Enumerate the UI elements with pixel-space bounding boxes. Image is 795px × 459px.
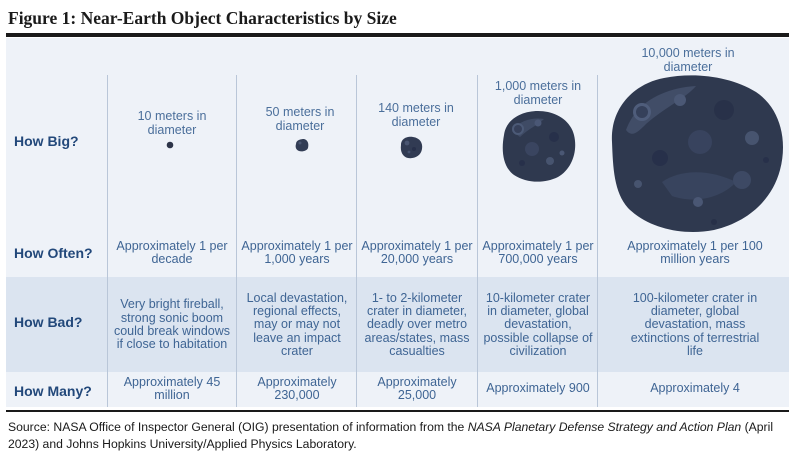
how-often-140m: Approximately 1 per 20,000 years — [361, 238, 473, 266]
how-many-50m: Approximately 230,000 — [257, 374, 337, 402]
size-label-1000m: 1,000 meters in diameter — [494, 79, 582, 107]
how-often-1000m: Approximately 1 per 700,000 years — [482, 238, 594, 266]
asteroid-10m-icon — [166, 141, 174, 149]
how-bad-band — [6, 277, 789, 372]
size-label-140m: 140 meters in diameter — [378, 101, 454, 129]
column-divider — [597, 75, 598, 407]
how-bad-10m: Very bright fireball, strong sonic boom … — [113, 297, 231, 352]
row-label-how-big: How Big? — [14, 133, 79, 149]
figure-title: Figure 1: Near-Earth Object Characterist… — [8, 8, 397, 28]
source-suffix: (April 2023) and Johns Hopkins Universit… — [8, 420, 774, 451]
asteroid-10000m-icon — [611, 75, 783, 232]
source-title: NASA Planetary Defense Strategy and Acti… — [467, 420, 742, 434]
source-note: Source: NASA Office of Inspector General… — [8, 419, 788, 453]
how-bad-10000m: 100-kilometer crater in diameter, global… — [630, 290, 760, 358]
row-label-how-often: How Often? — [14, 245, 93, 261]
how-many-10m: Approximately 45 million — [123, 374, 221, 402]
how-often-10000m: Approximately 1 per 100 million years — [627, 238, 763, 266]
source-rule — [6, 410, 789, 412]
how-bad-1000m: 10-kilometer crater in diameter, global … — [483, 290, 593, 358]
source-prefix: Source: NASA Office of Inspector General… — [8, 420, 468, 434]
how-bad-140m: 1- to 2-kilometer crater in diameter, de… — [364, 290, 470, 358]
column-divider — [356, 75, 357, 407]
row-label-how-many: How Many? — [14, 383, 92, 399]
asteroid-1000m-icon — [502, 111, 576, 182]
how-many-140m: Approximately 25,000 — [377, 374, 457, 402]
title-rule — [6, 33, 789, 37]
how-often-10m: Approximately 1 per decade — [116, 238, 228, 266]
how-many-1000m: Approximately 900 — [486, 381, 590, 396]
size-label-10m: 10 meters in diameter — [137, 109, 207, 137]
column-divider — [477, 75, 478, 407]
column-divider — [107, 75, 108, 407]
column-divider — [236, 75, 237, 407]
how-many-10000m: Approximately 4 — [650, 381, 740, 396]
how-bad-50m: Local devastation, regional effects, may… — [246, 290, 348, 358]
asteroid-50m-icon — [295, 139, 309, 152]
asteroid-140m-icon — [400, 136, 423, 159]
size-label-10000m: 10,000 meters in diameter — [641, 46, 735, 74]
row-label-how-bad: How Bad? — [14, 314, 83, 330]
size-label-50m: 50 meters in diameter — [265, 105, 335, 133]
how-often-50m: Approximately 1 per 1,000 years — [241, 238, 353, 266]
